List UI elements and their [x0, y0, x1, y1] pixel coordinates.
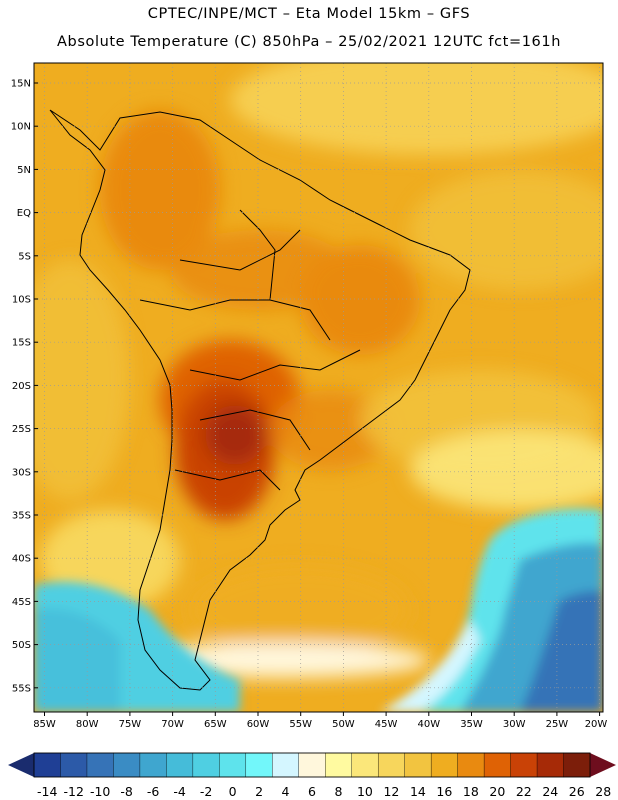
- colorbar-label: 26: [569, 784, 585, 799]
- lon-label: 20W: [585, 719, 608, 730]
- colorbar-low-arrow: [8, 753, 34, 777]
- map-subtitle: Absolute Temperature (C) 850hPa – 25/02/…: [57, 34, 561, 50]
- colorbar-swatch: [325, 752, 353, 778]
- colorbar-label: 0: [229, 784, 237, 799]
- colorbar-label: 4: [282, 784, 290, 799]
- coastline: [49, 109, 471, 691]
- plot-frame: [33, 62, 604, 713]
- lat-label: 40S: [12, 554, 31, 565]
- colorbar-label: 28: [595, 784, 611, 799]
- lon-label: 85W: [33, 719, 56, 730]
- colorbar-label: 6: [308, 784, 316, 799]
- lat-label: EQ: [17, 208, 31, 219]
- lon-label: 60W: [247, 719, 270, 730]
- lat-label: 25S: [12, 424, 31, 435]
- lat-label: 55S: [12, 683, 31, 694]
- lat-label: 10S: [12, 295, 31, 306]
- colorbar-label: -14: [37, 784, 57, 799]
- lat-label: 5N: [17, 165, 31, 176]
- colorbar-swatch: [272, 752, 300, 778]
- colorbar-swatch: [245, 752, 273, 778]
- colorbar-label: 10: [357, 784, 373, 799]
- colorbar-swatch: [192, 752, 220, 778]
- colorbar-swatch: [166, 752, 194, 778]
- colorbar-label: 14: [410, 784, 426, 799]
- colorbar-swatch: [86, 752, 115, 778]
- colorbar-swatch: [404, 752, 432, 778]
- map-title: CPTEC/INPE/MCT – Eta Model 15km – GFS: [147, 6, 471, 22]
- colorbar-swatch: [113, 752, 141, 778]
- lon-label: 30W: [503, 719, 526, 730]
- lon-axis: 85W 80W 75W 70W 65W 60W 55W 50W 45W 40W …: [33, 712, 607, 730]
- lat-label: 20S: [12, 381, 31, 392]
- colorbar-label: 24: [542, 784, 558, 799]
- colorbar-label: 20: [489, 784, 505, 799]
- lon-label: 80W: [76, 719, 99, 730]
- colorbar-label: -4: [173, 784, 186, 799]
- colorbar-swatch: [139, 752, 167, 778]
- lon-label: 35W: [460, 719, 483, 730]
- lon-label: 50W: [332, 719, 355, 730]
- colorbar-swatch: [219, 752, 247, 778]
- colorbar-swatch: [483, 752, 512, 778]
- colorbar-label: 8: [335, 784, 343, 799]
- colorbar-label: -8: [120, 784, 133, 799]
- colorbar-label: -2: [200, 784, 212, 799]
- colorbar-swatch: [536, 752, 565, 778]
- colorbar-label: -10: [90, 784, 110, 799]
- lon-label: 40W: [417, 719, 440, 730]
- lon-label: 75W: [119, 719, 142, 730]
- lat-label: 35S: [12, 511, 31, 522]
- colorbar-label: 2: [255, 784, 263, 799]
- lon-label: 25W: [546, 719, 569, 730]
- colorbar: -14 -12 -10 -8 -6 -4 -2 0 2 4 6 8 10 12 14 16 18 20 22 24 26…: [8, 752, 616, 799]
- colorbar-high-arrow: [590, 753, 616, 777]
- colorbar-swatch: [377, 752, 406, 778]
- colorbar-swatch: [60, 752, 88, 778]
- graticule: [34, 63, 603, 712]
- colorbar-label: 12: [383, 784, 399, 799]
- temperature-field: [34, 63, 603, 712]
- colorbar-label: -12: [63, 784, 83, 799]
- lon-label: 65W: [204, 719, 227, 730]
- lat-label: 45S: [12, 597, 31, 608]
- lat-label: 10N: [11, 122, 31, 133]
- lon-label: 45W: [375, 719, 398, 730]
- colorbar-frame: [33, 752, 591, 778]
- lat-label: 50S: [12, 640, 31, 651]
- colorbar-swatch: [298, 752, 326, 778]
- colorbar-label: 22: [516, 784, 532, 799]
- lon-label: 55W: [289, 719, 312, 730]
- lat-label: 15N: [11, 79, 31, 90]
- lat-axis: 15N 10N 5N EQ 5S 10S 15S 20S 25S 30S 35S…: [11, 79, 38, 694]
- colorbar-swatch: [430, 752, 459, 778]
- colorbar-swatch: [563, 752, 591, 778]
- colorbar-swatch: [33, 752, 62, 778]
- colorbar-swatch: [457, 752, 485, 778]
- colorbar-swatch: [510, 752, 538, 778]
- lat-label: 5S: [18, 251, 31, 262]
- colorbar-label: 18: [463, 784, 479, 799]
- lat-label: 15S: [12, 338, 31, 349]
- colorbar-swatch: [351, 752, 379, 778]
- lon-label: 70W: [161, 719, 184, 730]
- lat-label: 30S: [12, 467, 31, 478]
- colorbar-label: -6: [147, 784, 160, 799]
- colorbar-label: 16: [436, 784, 452, 799]
